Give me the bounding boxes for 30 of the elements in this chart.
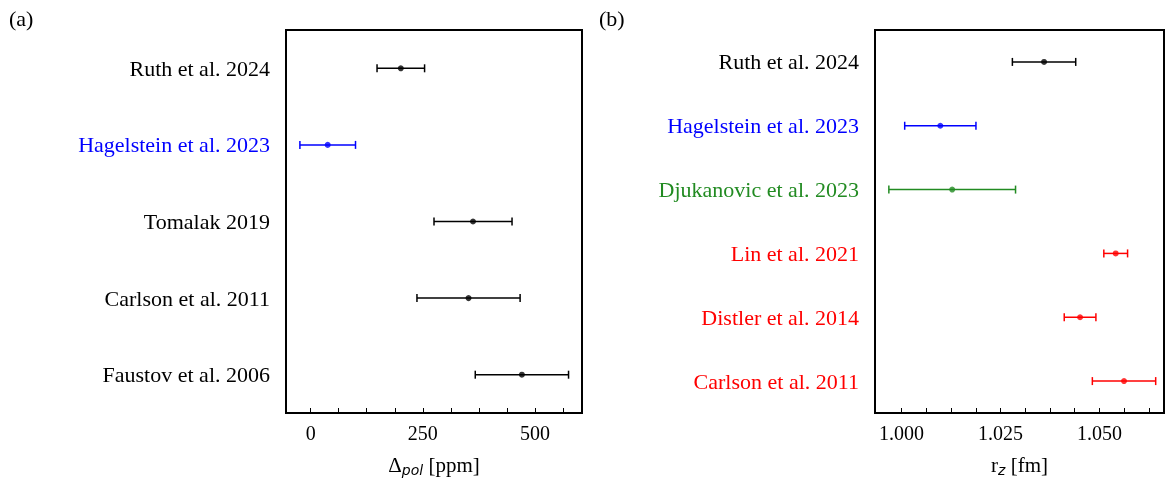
y-tick-label: Carlson et al. 2011 [693, 368, 859, 394]
y-tick-label: Hagelstein et al. 2023 [667, 113, 859, 139]
x-tick-label: 0 [305, 422, 316, 444]
point [937, 122, 944, 129]
y-tick-label: Tomalak 2019 [143, 209, 270, 234]
y-tick-label: Distler et al. 2014 [701, 304, 859, 330]
y-tick-label: Ruth et al. 2024 [129, 55, 270, 81]
point [324, 141, 331, 148]
point [1077, 314, 1084, 321]
point [1041, 58, 1048, 65]
y-tick-label: Djukanovic et al. 2023 [658, 177, 859, 203]
x-tick-label: 250 [407, 422, 438, 444]
point [465, 295, 472, 302]
y-tick-label: Ruth et al. 2024 [718, 49, 859, 75]
y-tick-label: Faustov et al. 2006 [102, 362, 270, 388]
y-tick-label: Hagelstein et al. 2023 [78, 132, 270, 158]
y-tick-label: Carlson et al. 2011 [104, 285, 270, 311]
point [518, 371, 525, 378]
text: (a) [9, 5, 34, 31]
x-tick-label: 1.050 [1076, 422, 1122, 444]
point [470, 218, 477, 225]
text: (b) [599, 5, 625, 31]
x-tick-label: 500 [519, 422, 550, 444]
y-tick-label: Lin et al. 2021 [730, 240, 859, 266]
point [397, 65, 404, 72]
x-tick-label: 1.000 [879, 422, 925, 444]
x-tick-label: 1.025 [978, 422, 1023, 444]
point [1121, 378, 1128, 385]
point [949, 186, 956, 193]
point [1112, 250, 1119, 257]
